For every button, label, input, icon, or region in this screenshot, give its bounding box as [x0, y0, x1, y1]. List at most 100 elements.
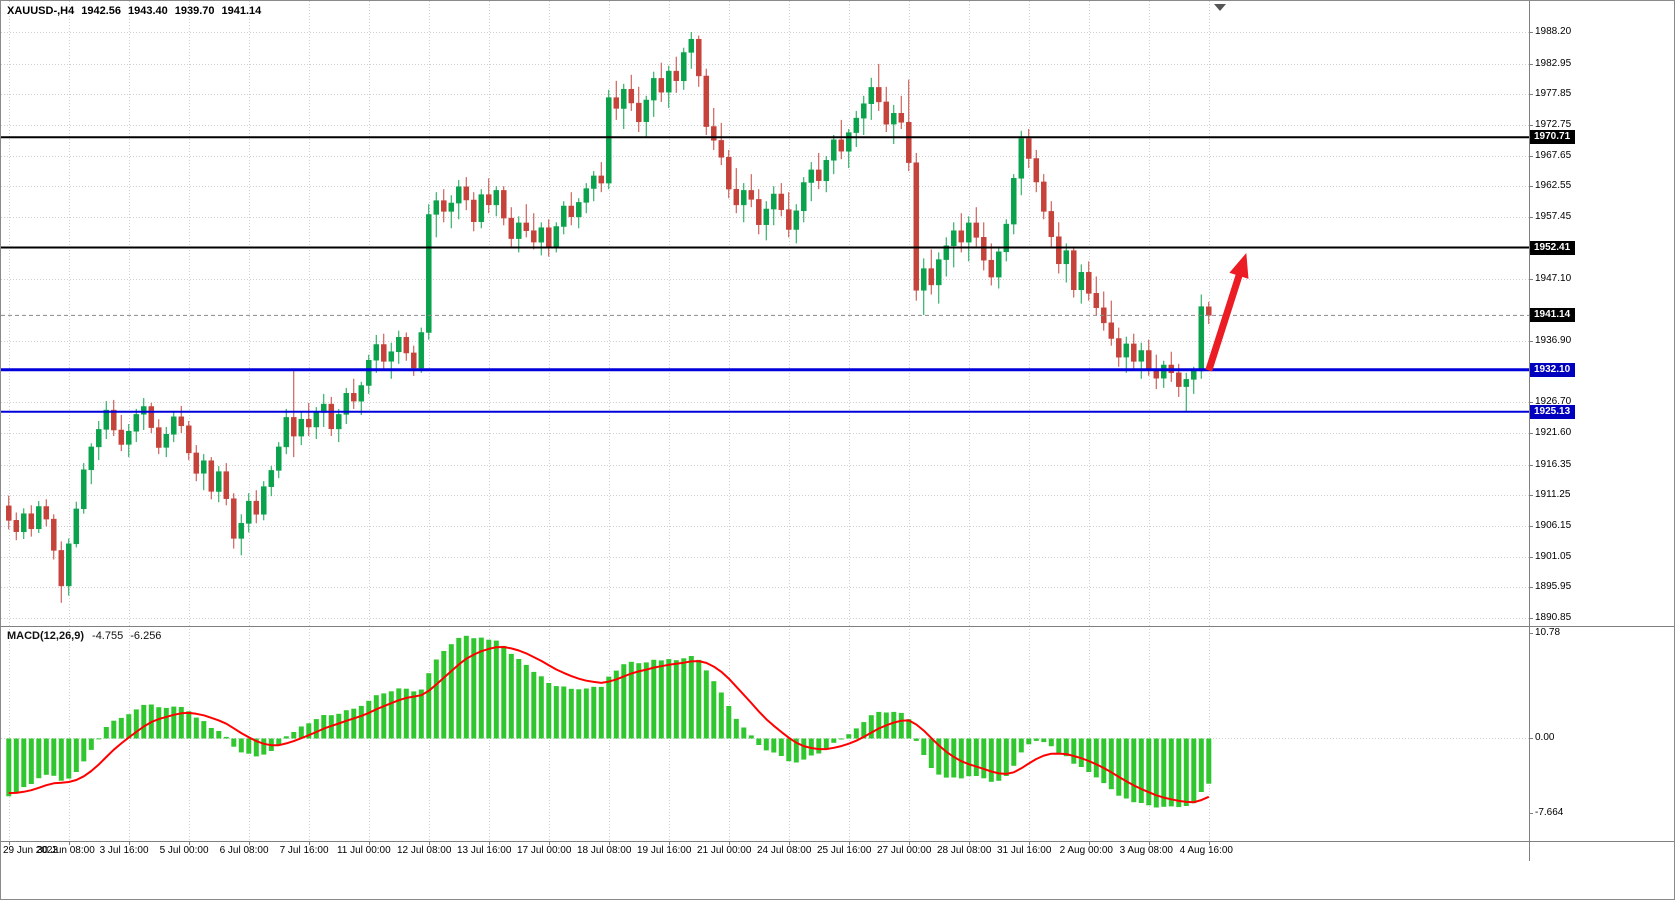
price-axis-tick: [1529, 186, 1533, 187]
time-axis-label: 24 Jul 08:00: [756, 845, 812, 856]
price-axis-label: 1988.20: [1535, 26, 1572, 37]
time-axis-tick: [609, 841, 610, 845]
ohlc-open: 1942.56: [81, 5, 121, 17]
macd-current-value: -4.755: [92, 630, 124, 642]
time-axis-label: 18 Jul 08:00: [576, 845, 632, 856]
time-axis-tick: [1149, 841, 1150, 845]
chart-shift-marker: [1214, 4, 1226, 11]
time-axis-tick: [249, 841, 250, 845]
macd-indicator-panel[interactable]: [1, 626, 1529, 841]
price-level-tag: 1932.10: [1530, 362, 1576, 377]
price-level-tag: 1952.41: [1530, 240, 1576, 255]
time-axis-tick: [549, 841, 550, 845]
time-axis-tick: [729, 841, 730, 845]
price-axis-tick: [1529, 402, 1533, 403]
price-axis-tick: [1529, 587, 1533, 588]
macd-indicator-label: MACD(12,26,9): [7, 630, 85, 642]
time-axis-tick: [129, 841, 130, 845]
time-axis-label: 3 Aug 08:00: [1119, 845, 1173, 856]
price-axis-tick: [1529, 433, 1533, 434]
price-axis-label: 1911.25: [1535, 489, 1571, 501]
price-axis-tick: [1529, 618, 1533, 619]
price-axis-label: 1982.95: [1535, 57, 1572, 69]
price-axis-tick: [1529, 526, 1533, 527]
ohlc-header: XAUUSD-,H4 1942.56 1943.40 1939.70 1941.14: [7, 5, 268, 17]
bullish-arrow-annotation[interactable]: [1205, 253, 1249, 372]
ohlc-low: 1939.70: [174, 5, 215, 17]
price-axis-label: 1921.60: [1535, 427, 1572, 439]
time-axis-label: 7 Jul 16:00: [279, 845, 329, 856]
price-axis-tick: [1529, 341, 1533, 342]
panel-separator-main-macd[interactable]: [1, 626, 1674, 627]
price-axis-tick: [1529, 94, 1533, 95]
macd-signal-value: -6.256: [130, 630, 162, 642]
macd-histogram: [6, 635, 1212, 808]
price-level-tag: 1970.71: [1530, 130, 1576, 145]
ohlc-high: 1943.40: [128, 5, 168, 17]
price-axis-tick: [1529, 495, 1533, 496]
price-axis-label: 1962.55: [1535, 180, 1572, 192]
macd-axis-tick: [1529, 738, 1533, 739]
price-axis-label: 1926.70: [1535, 396, 1572, 408]
macd-axis-label: -7.664: [1535, 807, 1564, 819]
time-axis-tick: [669, 841, 670, 845]
price-axis-label: 1977.85: [1535, 88, 1572, 100]
price-axis-label: 1947.10: [1535, 273, 1572, 285]
macd-axis-tick: [1529, 633, 1533, 634]
price-axis-label: 1957.45: [1535, 211, 1572, 223]
time-axis-label: 21 Jul 00:00: [696, 845, 752, 856]
time-axis-tick: [789, 841, 790, 845]
time-axis-tick: [489, 841, 490, 845]
ohlc-close: 1941.14: [221, 5, 262, 17]
price-level-tag: 1925.13: [1530, 404, 1576, 419]
price-axis-label: 1901.05: [1535, 550, 1572, 562]
price-axis-label: 1972.75: [1535, 119, 1572, 131]
price-chart-panel[interactable]: [1, 1, 1529, 626]
price-axis-label: 1936.90: [1535, 334, 1572, 346]
time-axis-tick: [969, 841, 970, 845]
time-axis-tick: [849, 841, 850, 845]
candles: [6, 32, 1212, 603]
time-axis-tick: [69, 841, 70, 845]
price-axis-label: 1890.85: [1535, 612, 1572, 624]
time-axis-tick: [429, 841, 430, 845]
time-axis-label: 25 Jul 16:00: [816, 845, 872, 856]
time-axis-label: 31 Jul 16:00: [996, 845, 1052, 856]
price-axis-label: 1906.15: [1535, 520, 1572, 532]
time-axis-label: 13 Jul 16:00: [456, 845, 512, 856]
time-axis-label: 4 Aug 16:00: [1179, 845, 1233, 856]
time-axis-tick: [1209, 841, 1210, 845]
time-axis-tick: [909, 841, 910, 845]
time-axis-label: 29 Jun 2023: [3, 845, 59, 856]
time-axis-label: 5 Jul 00:00: [159, 845, 209, 856]
price-axis-separator: [1529, 1, 1530, 861]
time-axis-label: 30 Jun 08:00: [36, 845, 95, 856]
price-axis-label: 1967.65: [1535, 149, 1572, 161]
price-axis-tick: [1529, 217, 1533, 218]
time-axis-tick: [309, 841, 310, 845]
current-price-tag: 1941.14: [1530, 308, 1576, 323]
price-axis-label: 1895.95: [1535, 581, 1572, 593]
time-axis-tick: [189, 841, 190, 845]
price-axis-tick: [1529, 125, 1533, 126]
time-axis-tick: [369, 841, 370, 845]
time-axis-label: 6 Jul 08:00: [219, 845, 269, 856]
macd-header: MACD(12,26,9) -4.755 -6.256: [7, 630, 168, 642]
time-axis-label: 28 Jul 08:00: [936, 845, 992, 856]
time-axis-label: 12 Jul 08:00: [396, 845, 452, 856]
macd-axis-label: 0.00: [1535, 732, 1555, 744]
symbol-timeframe-label: XAUUSD-,H4: [7, 5, 75, 17]
price-axis-tick: [1529, 465, 1533, 466]
time-axis-label: 11 Jul 00:00: [336, 845, 391, 856]
macd-axis-label: 10.78: [1535, 627, 1561, 639]
price-axis-tick: [1529, 279, 1533, 280]
panel-separator-macd-timeaxis: [1, 841, 1674, 842]
time-axis-label: 17 Jul 00:00: [516, 845, 572, 856]
price-axis-tick: [1529, 64, 1533, 65]
time-axis-tick: [9, 841, 10, 845]
time-axis-label: 27 Jul 00:00: [876, 845, 932, 856]
price-axis-tick: [1529, 32, 1533, 33]
